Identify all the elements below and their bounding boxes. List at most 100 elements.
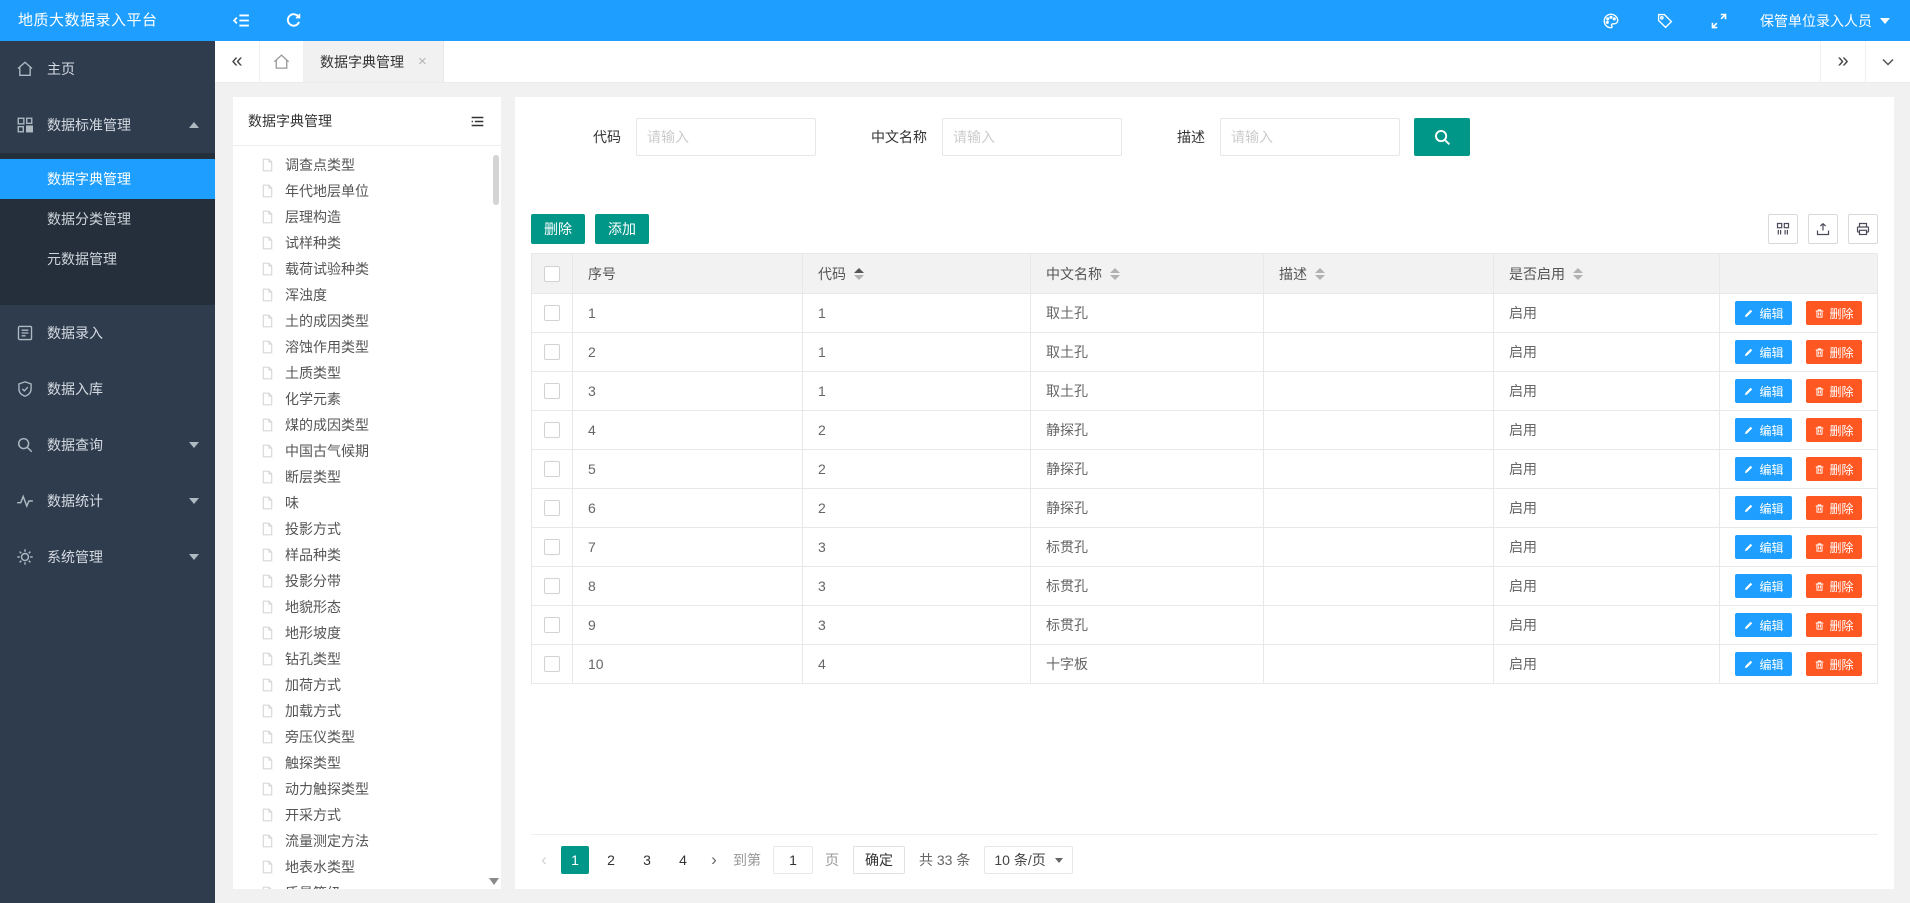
- delete-button[interactable]: 删除: [1805, 457, 1862, 481]
- sort-icon[interactable]: [1110, 267, 1120, 280]
- page-next-button[interactable]: ›: [711, 850, 717, 869]
- delete-button[interactable]: 删除: [1805, 652, 1862, 676]
- tree-item[interactable]: 触探类型: [233, 750, 501, 776]
- delete-button[interactable]: 删除: [1805, 379, 1862, 403]
- tree-item[interactable]: 调查点类型: [233, 152, 501, 178]
- tree-item[interactable]: 投影方式: [233, 516, 501, 542]
- sidebar-item-home[interactable]: 主页: [0, 41, 215, 97]
- tabs-scroll-left-button[interactable]: «: [215, 41, 260, 82]
- sidebar-item-data-entry[interactable]: 数据录入: [0, 305, 215, 361]
- page-button-3[interactable]: 3: [643, 852, 651, 868]
- delete-button[interactable]: 删除: [1805, 340, 1862, 364]
- tree-item[interactable]: 载荷试验种类: [233, 256, 501, 282]
- row-checkbox[interactable]: [544, 383, 560, 399]
- print-button[interactable]: [1848, 214, 1878, 244]
- description-input[interactable]: [1220, 118, 1400, 156]
- chinese-name-input[interactable]: [942, 118, 1122, 156]
- refresh-button[interactable]: [267, 0, 319, 41]
- edit-button[interactable]: 编辑: [1735, 535, 1792, 559]
- tree-item[interactable]: 钻孔类型: [233, 646, 501, 672]
- edit-button[interactable]: 编辑: [1735, 301, 1792, 325]
- tree-item[interactable]: 地貌形态: [233, 594, 501, 620]
- filter-columns-button[interactable]: [1768, 214, 1798, 244]
- goto-page-input[interactable]: [773, 846, 813, 874]
- tree-item[interactable]: 流量测定方法: [233, 828, 501, 854]
- column-header-code[interactable]: 代码: [803, 254, 1031, 293]
- sort-icon[interactable]: [1573, 267, 1583, 280]
- edit-button[interactable]: 编辑: [1735, 340, 1792, 364]
- tree-item[interactable]: 断层类型: [233, 464, 501, 490]
- row-checkbox[interactable]: [544, 344, 560, 360]
- tree-item[interactable]: 土的成因类型: [233, 308, 501, 334]
- tree-item[interactable]: 中国古气候期: [233, 438, 501, 464]
- edit-button[interactable]: 编辑: [1735, 652, 1792, 676]
- tree-item[interactable]: 土质类型: [233, 360, 501, 386]
- edit-button[interactable]: 编辑: [1735, 613, 1792, 637]
- tree-item[interactable]: 味: [233, 490, 501, 516]
- tree-item[interactable]: 质量等级: [233, 880, 501, 889]
- tree-item[interactable]: 化学元素: [233, 386, 501, 412]
- search-button[interactable]: [1414, 118, 1470, 156]
- fullscreen-button[interactable]: [1692, 0, 1746, 41]
- user-menu[interactable]: 保管单位录入人员: [1746, 11, 1896, 31]
- edit-button[interactable]: 编辑: [1735, 574, 1792, 598]
- delete-button[interactable]: 删除: [1805, 418, 1862, 442]
- export-button[interactable]: [1808, 214, 1838, 244]
- page-prev-button[interactable]: ‹: [541, 850, 547, 869]
- scrollbar-thumb[interactable]: [493, 155, 499, 205]
- sidebar-item-data-standard[interactable]: 数据标准管理: [0, 97, 215, 153]
- tabs-scroll-right-button[interactable]: »: [1820, 41, 1865, 82]
- row-checkbox[interactable]: [544, 305, 560, 321]
- sidebar-item-data-classification[interactable]: 数据分类管理: [47, 211, 131, 227]
- row-checkbox[interactable]: [544, 617, 560, 633]
- tag-button[interactable]: [1638, 0, 1692, 41]
- delete-button[interactable]: 删除: [1805, 535, 1862, 559]
- sidebar-item-data-warehouse[interactable]: 数据入库: [0, 361, 215, 417]
- edit-button[interactable]: 编辑: [1735, 418, 1792, 442]
- delete-button[interactable]: 删除: [1805, 301, 1862, 325]
- page-button-1[interactable]: 1: [561, 846, 589, 874]
- row-checkbox[interactable]: [544, 656, 560, 672]
- column-header-seq[interactable]: 序号: [573, 254, 803, 293]
- row-checkbox[interactable]: [544, 500, 560, 516]
- tree-item[interactable]: 溶蚀作用类型: [233, 334, 501, 360]
- tree-item[interactable]: 年代地层单位: [233, 178, 501, 204]
- tree-item[interactable]: 旁压仪类型: [233, 724, 501, 750]
- column-header-enabled[interactable]: 是否启用: [1494, 254, 1720, 293]
- tree-item[interactable]: 煤的成因类型: [233, 412, 501, 438]
- tree-item[interactable]: 层理构造: [233, 204, 501, 230]
- delete-button[interactable]: 删除: [1805, 613, 1862, 637]
- tree-item[interactable]: 地形坡度: [233, 620, 501, 646]
- tree-item[interactable]: 浑浊度: [233, 282, 501, 308]
- delete-selected-button[interactable]: 删除: [531, 214, 585, 244]
- row-checkbox[interactable]: [544, 578, 560, 594]
- scrollbar-down-arrow[interactable]: [489, 878, 499, 885]
- tab-home[interactable]: [260, 41, 304, 82]
- tree-filter-icon[interactable]: [469, 113, 486, 130]
- tabs-menu-button[interactable]: [1865, 41, 1910, 82]
- sidebar-item-metadata[interactable]: 元数据管理: [47, 251, 117, 267]
- edit-button[interactable]: 编辑: [1735, 457, 1792, 481]
- close-icon[interactable]: ×: [418, 53, 427, 70]
- edit-button[interactable]: 编辑: [1735, 379, 1792, 403]
- goto-confirm-button[interactable]: 确定: [853, 846, 905, 874]
- column-header-desc[interactable]: 描述: [1264, 254, 1494, 293]
- select-all-checkbox[interactable]: [544, 265, 560, 282]
- tree-item[interactable]: 开采方式: [233, 802, 501, 828]
- delete-button[interactable]: 删除: [1805, 574, 1862, 598]
- sidebar-item-data-query[interactable]: 数据查询: [0, 417, 215, 473]
- theme-button[interactable]: [1584, 0, 1638, 41]
- page-size-select[interactable]: 10 条/页: [984, 846, 1073, 874]
- tree-item[interactable]: 加载方式: [233, 698, 501, 724]
- row-checkbox[interactable]: [544, 539, 560, 555]
- row-checkbox[interactable]: [544, 422, 560, 438]
- delete-button[interactable]: 删除: [1805, 496, 1862, 520]
- tree-item[interactable]: 试样种类: [233, 230, 501, 256]
- page-button-2[interactable]: 2: [607, 852, 615, 868]
- edit-button[interactable]: 编辑: [1735, 496, 1792, 520]
- collapse-sidebar-button[interactable]: [215, 0, 267, 41]
- tree-item[interactable]: 投影分带: [233, 568, 501, 594]
- sidebar-item-data-dictionary[interactable]: 数据字典管理: [0, 159, 215, 199]
- tree-item[interactable]: 地表水类型: [233, 854, 501, 880]
- tab-data-dictionary[interactable]: 数据字典管理 ×: [304, 41, 444, 82]
